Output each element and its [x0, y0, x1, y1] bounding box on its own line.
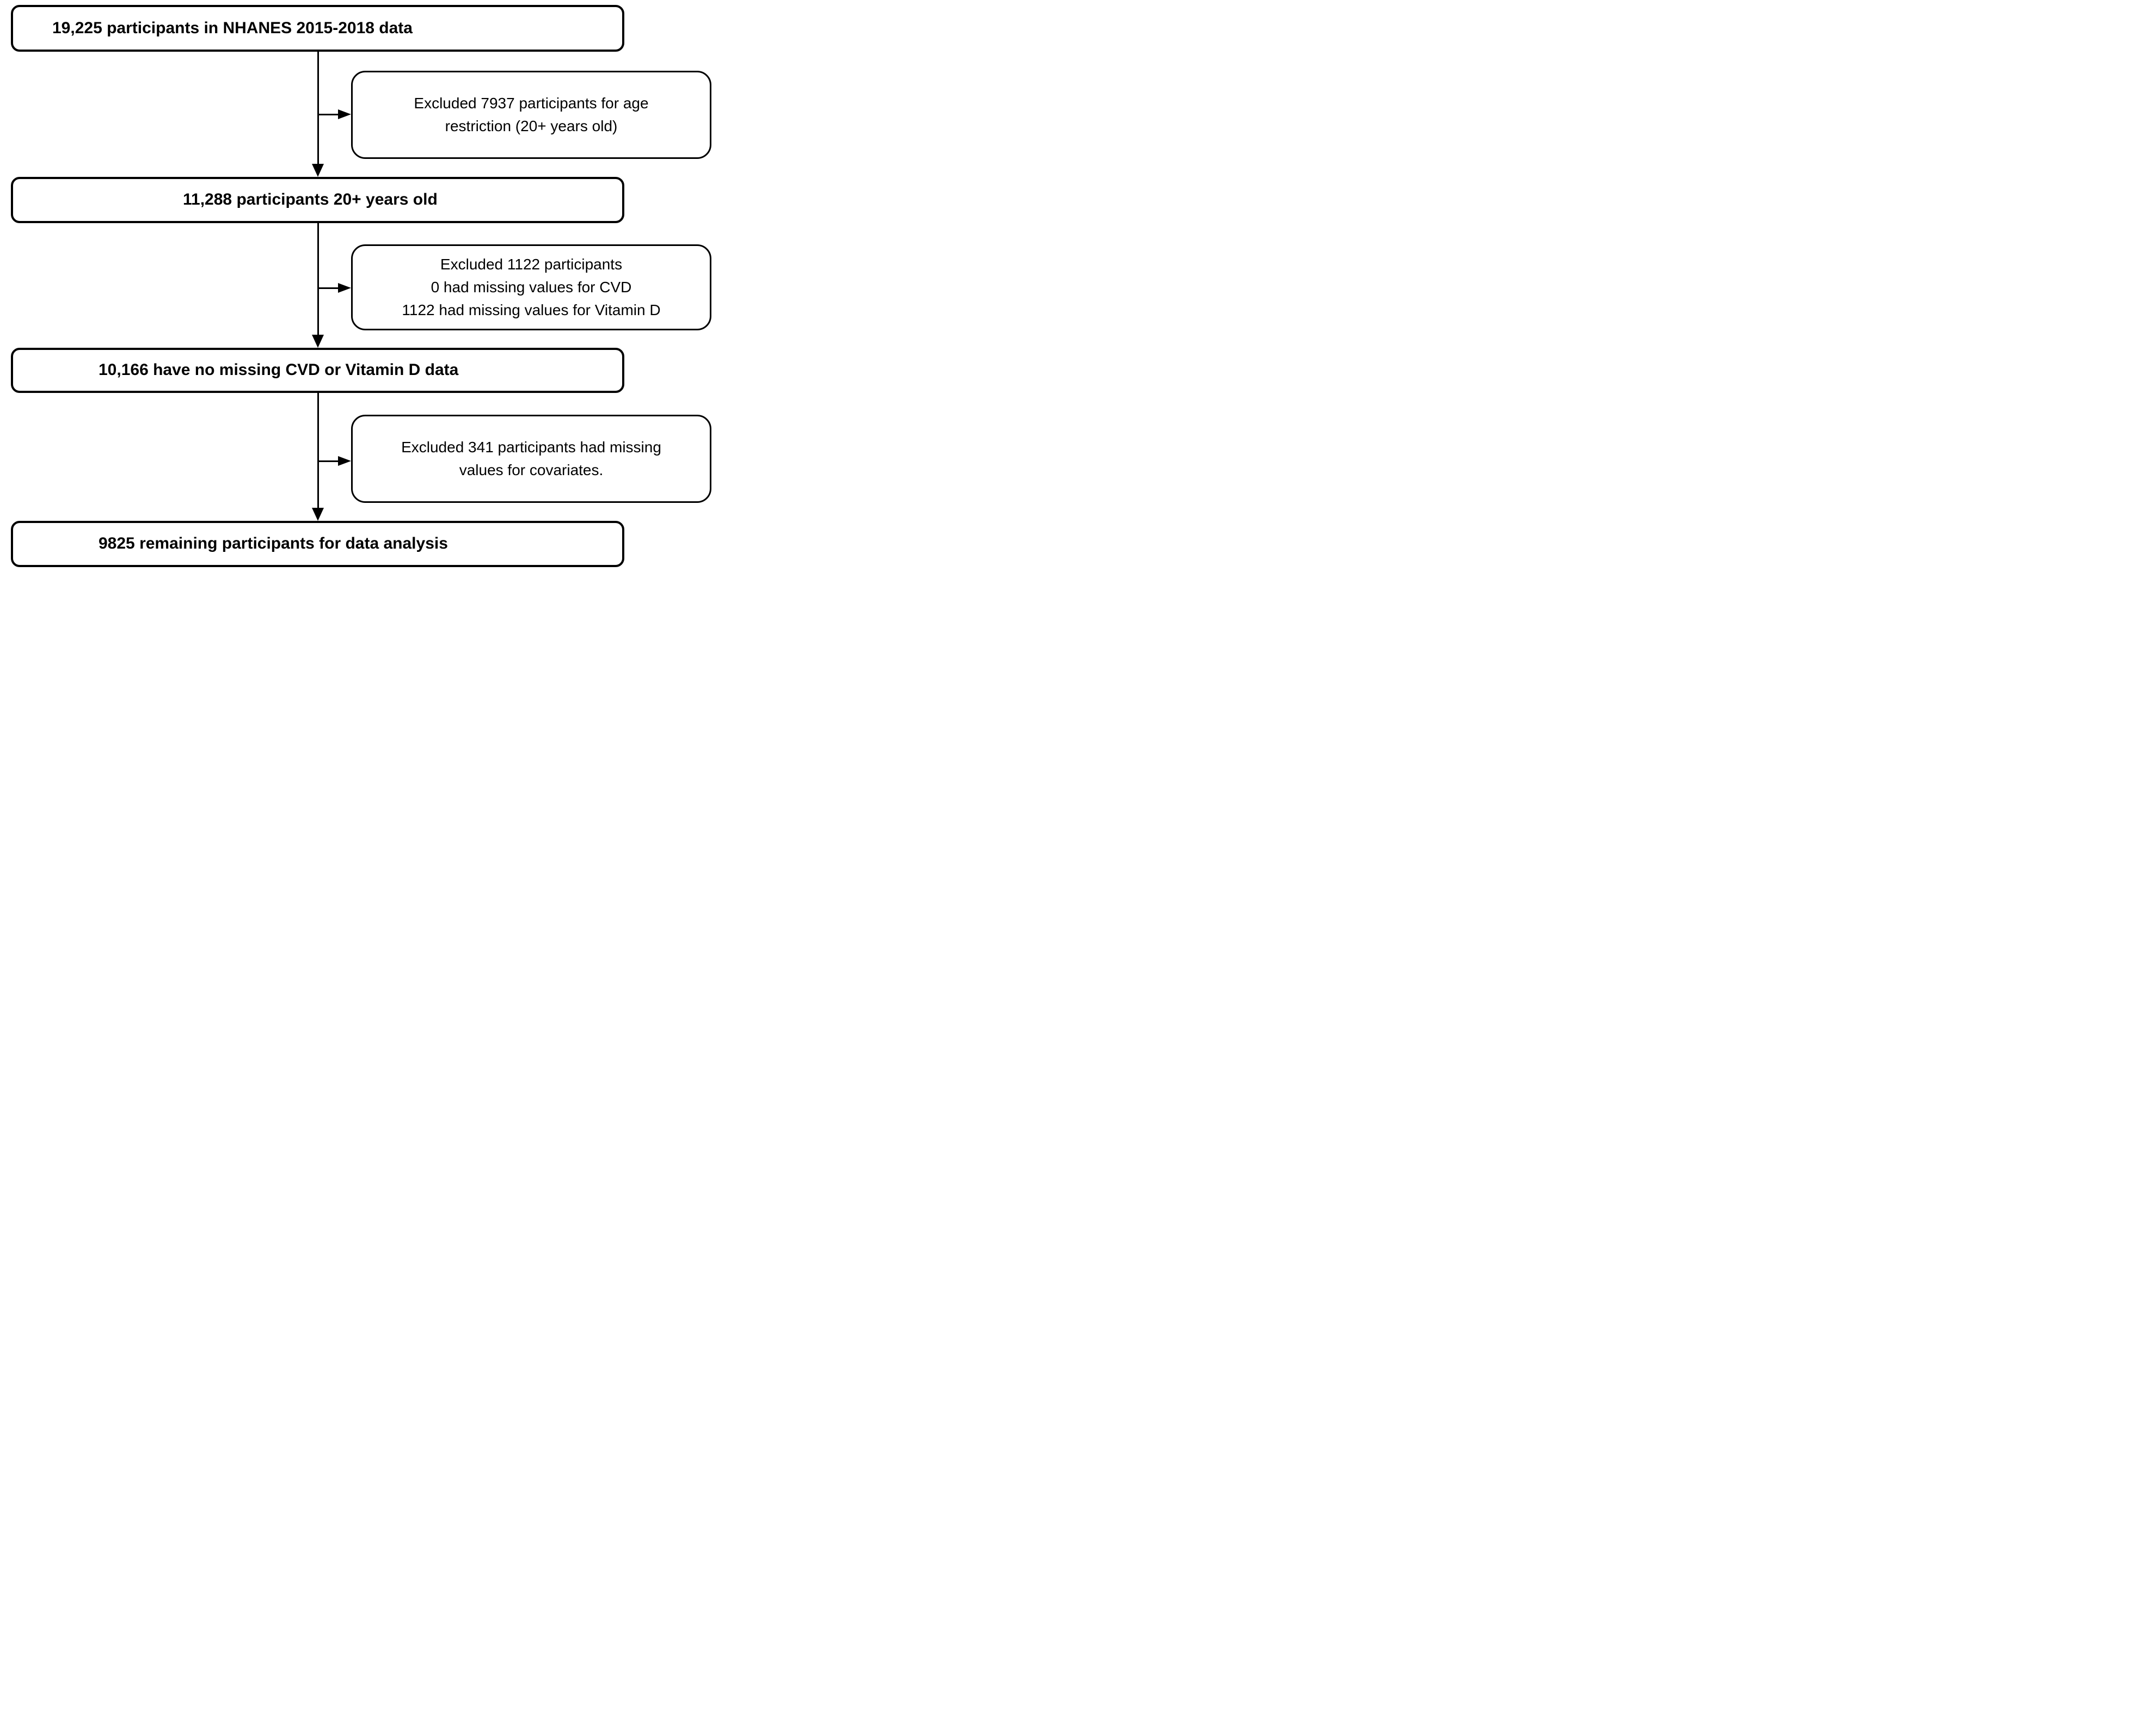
arrowhead-right-2-icon — [338, 283, 351, 293]
branch-line-2 — [318, 287, 339, 289]
connector-line-3 — [317, 393, 319, 509]
connector-line-1 — [317, 52, 319, 166]
branch-line-3 — [318, 460, 339, 462]
flow-box-label: 9825 remaining participants for data ana… — [99, 534, 448, 553]
exclusion-box-missing-covariates: Excluded 341 participants had missing va… — [351, 415, 711, 503]
arrowhead-right-3-icon — [338, 456, 351, 466]
participant-flow-diagram: 19,225 participants in NHANES 2015-2018 … — [0, 0, 718, 574]
arrowhead-down-3-icon — [312, 508, 324, 521]
exclusion-line: 1122 had missing values for Vitamin D — [402, 302, 661, 318]
arrowhead-right-1-icon — [338, 109, 351, 119]
exclusion-box-missing-cvd-vitd: Excluded 1122 participants 0 had missing… — [351, 244, 711, 330]
exclusion-line: Excluded 341 participants had missing — [401, 439, 661, 456]
flow-box-label: 11,288 participants 20+ years old — [183, 190, 438, 209]
exclusion-line: Excluded 7937 participants for age — [414, 95, 649, 112]
flow-box-final-analysis: 9825 remaining participants for data ana… — [11, 521, 624, 567]
flow-box-label: 10,166 have no missing CVD or Vitamin D … — [99, 361, 459, 379]
exclusion-line: 0 had missing values for CVD — [431, 279, 632, 296]
exclusion-line: Excluded 1122 participants — [440, 256, 623, 273]
flow-box-no-missing-data: 10,166 have no missing CVD or Vitamin D … — [11, 348, 624, 393]
exclusion-line: values for covariates. — [459, 462, 604, 478]
flow-box-total-participants: 19,225 participants in NHANES 2015-2018 … — [11, 5, 624, 52]
flow-box-age-filtered: 11,288 participants 20+ years old — [11, 177, 624, 223]
exclusion-box-age: Excluded 7937 participants for age restr… — [351, 71, 711, 159]
arrowhead-down-1-icon — [312, 164, 324, 177]
exclusion-line: restriction (20+ years old) — [445, 118, 618, 134]
arrowhead-down-2-icon — [312, 335, 324, 348]
flow-box-label: 19,225 participants in NHANES 2015-2018 … — [52, 19, 413, 37]
connector-line-2 — [317, 223, 319, 336]
branch-line-1 — [318, 114, 339, 115]
